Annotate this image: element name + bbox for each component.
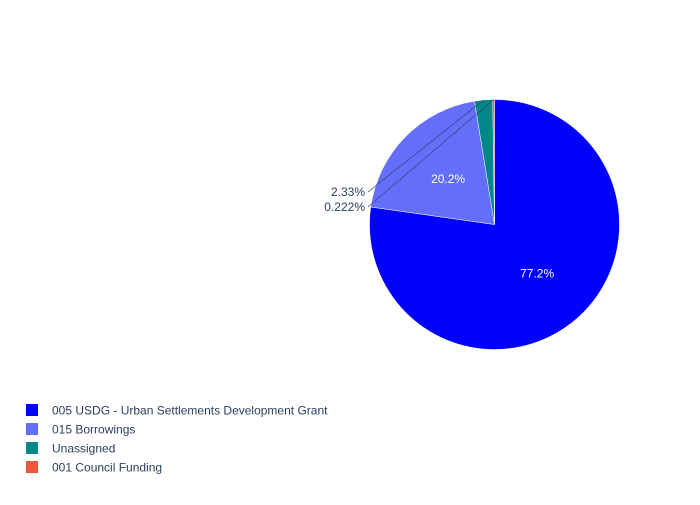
legend-item-015-borrowings[interactable]: 015 Borrowings [26,423,135,437]
pie-label-005-usdg-urban-settlements-development-grant: 77.2% [520,267,554,281]
pie-leader-line-unassigned [367,99,484,193]
legend-swatch [26,461,38,473]
legend: 005 USDG - Urban Settlements Development… [26,404,328,475]
legend-label: 015 Borrowings [52,423,135,437]
pie-label-001-council-funding: 0.222% [324,200,365,214]
legend-item-005-usdg-urban-settlements-development-grant[interactable]: 005 USDG - Urban Settlements Development… [26,404,328,418]
legend-swatch [26,423,38,435]
legend-swatch [26,404,38,416]
pie-slice-015-borrowings[interactable] [370,100,495,225]
pie-slice-005-usdg-urban-settlements-development-grant[interactable] [369,99,620,350]
pie-slice-001-council-funding[interactable] [492,99,495,225]
legend-label: 005 USDG - Urban Settlements Development… [52,404,328,418]
legend-item-001-council-funding[interactable]: 001 Council Funding [26,461,162,475]
legend-label: 001 Council Funding [52,461,162,475]
legend-item-unassigned[interactable]: Unassigned [26,442,115,456]
pie-label-unassigned: 2.33% [331,185,365,199]
pie-labels: 77.2% 20.2% 2.33%0.222% [324,99,554,281]
pie-leader-line-001-council-funding [367,99,494,208]
pie-slices [369,99,620,350]
legend-swatch [26,442,38,454]
pie-label-015-borrowings: 20.2% [431,172,465,186]
legend-label: Unassigned [52,442,115,456]
